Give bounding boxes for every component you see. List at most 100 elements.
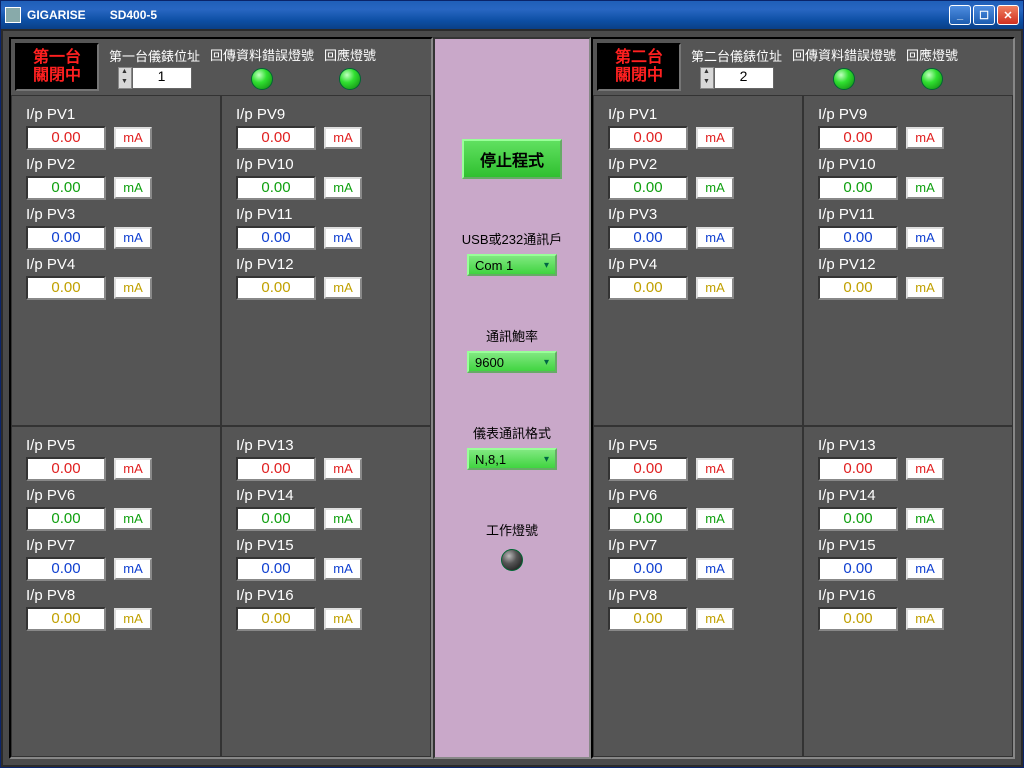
pv-label: I/p PV7: [608, 537, 788, 554]
pv-label: I/p PV5: [608, 437, 788, 454]
unit-header-1: 第一台 關閉中 第一台儀錶位址 ▲▼ 1 回傳資料錯誤燈號 回應燈號: [11, 39, 431, 95]
pv-value: 0.00: [236, 126, 316, 150]
pv-unit-button[interactable]: mA: [906, 508, 944, 530]
client-area: 第一台 關閉中 第一台儀錶位址 ▲▼ 1 回傳資料錯誤燈號 回應燈號: [1, 29, 1023, 767]
pv-unit-button[interactable]: mA: [696, 177, 734, 199]
pv-label: I/p PV2: [608, 156, 788, 173]
pv-label: I/p PV15: [818, 537, 998, 554]
pv-value: 0.00: [818, 457, 898, 481]
pv-unit-button[interactable]: mA: [696, 458, 734, 480]
pv-unit-button[interactable]: mA: [324, 558, 362, 580]
address-group-1: 第一台儀錶位址 ▲▼ 1: [109, 46, 200, 89]
pv-unit-button[interactable]: mA: [324, 508, 362, 530]
minimize-button[interactable]: _: [949, 5, 971, 25]
pv-unit-button[interactable]: mA: [114, 127, 152, 149]
pv-unit-button[interactable]: mA: [324, 227, 362, 249]
pv-value: 0.00: [818, 126, 898, 150]
pv-unit-button[interactable]: mA: [696, 558, 734, 580]
pv-item-15: I/p PV15 0.00 mA: [818, 537, 998, 581]
unit-panel-2: 第二台 關閉中 第二台儀錶位址 ▲▼ 2 回傳資料錯誤燈號 回應燈號: [591, 37, 1015, 759]
com-port-select[interactable]: Com 1: [467, 254, 557, 276]
pv-unit-button[interactable]: mA: [324, 608, 362, 630]
pv-value: 0.00: [608, 507, 688, 531]
pv-item-3: I/p PV30.00mA: [26, 206, 206, 250]
maximize-button[interactable]: ☐: [973, 5, 995, 25]
center-panel: 停止程式 USB或232通訊戶 Com 1 通訊鮑率 9600 儀表通訊格式 N…: [433, 37, 591, 759]
pv-unit-button[interactable]: mA: [906, 608, 944, 630]
pv-item-2: I/p PV2 0.00 mA: [608, 156, 788, 200]
pv-unit-button[interactable]: mA: [114, 558, 152, 580]
pv-label: I/p PV1: [26, 106, 206, 123]
pv-unit-button[interactable]: mA: [324, 458, 362, 480]
pv-label: I/p PV16: [818, 587, 998, 604]
pv-value: 0.00: [818, 557, 898, 581]
pv-unit-button[interactable]: mA: [696, 127, 734, 149]
pv-unit-button[interactable]: mA: [114, 608, 152, 630]
pv-label: I/p PV9: [236, 106, 416, 123]
stop-button[interactable]: 停止程式: [462, 139, 562, 179]
pv-unit-button[interactable]: mA: [114, 177, 152, 199]
app-icon: [5, 7, 21, 23]
pv-value: 0.00: [608, 226, 688, 250]
pv-value: 0.00: [26, 276, 106, 300]
pv-label: I/p PV4: [26, 256, 206, 273]
pv-value: 0.00: [236, 226, 316, 250]
pv-unit-button[interactable]: mA: [114, 508, 152, 530]
pv-label: I/p PV9: [818, 106, 998, 123]
pv-label: I/p PV7: [26, 537, 206, 554]
pv-label: I/p PV16: [236, 587, 416, 604]
pv-unit-button[interactable]: mA: [906, 277, 944, 299]
pv-unit-button[interactable]: mA: [696, 227, 734, 249]
pv-item-12: I/p PV120.00mA: [818, 256, 998, 300]
pv-value: 0.00: [608, 557, 688, 581]
pv-unit-button[interactable]: mA: [324, 127, 362, 149]
pv-unit-button[interactable]: mA: [114, 458, 152, 480]
pv-item-4: I/p PV4 0.00 mA: [26, 256, 206, 300]
pv-unit-button[interactable]: mA: [114, 277, 152, 299]
pv-item-5: I/p PV50.00mA: [608, 437, 788, 481]
pv-unit-button[interactable]: mA: [906, 458, 944, 480]
close-button[interactable]: ✕: [997, 5, 1019, 25]
pv-value: 0.00: [608, 126, 688, 150]
pv-item-9: I/p PV9 0.00 mA: [818, 106, 998, 150]
pv-quad: I/p PV50.00mAI/p PV60.00mAI/p PV70.00mAI…: [11, 426, 221, 757]
pv-label: I/p PV6: [26, 487, 206, 504]
pv-item-9: I/p PV9 0.00 mA: [236, 106, 416, 150]
response-led-icon: [339, 68, 361, 90]
unit-header-2: 第二台 關閉中 第二台儀錶位址 ▲▼ 2 回傳資料錯誤燈號 回應燈號: [593, 39, 1013, 95]
pv-unit-button[interactable]: mA: [906, 558, 944, 580]
pv-label: I/p PV6: [608, 487, 788, 504]
baud-select[interactable]: 9600: [467, 351, 557, 373]
baud-group: 通訊鮑率 9600: [467, 326, 557, 373]
pv-value: 0.00: [26, 557, 106, 581]
pv-unit-button[interactable]: mA: [906, 127, 944, 149]
pv-item-11: I/p PV110.00mA: [818, 206, 998, 250]
pv-item-6: I/p PV6 0.00 mA: [608, 487, 788, 531]
pv-item-11: I/p PV110.00mA: [236, 206, 416, 250]
pv-unit-button[interactable]: mA: [906, 227, 944, 249]
address-spinner[interactable]: ▲▼: [700, 67, 714, 89]
status-line2: 關閉中: [615, 67, 663, 85]
address-label: 第一台儀錶位址: [109, 46, 200, 65]
pv-unit-button[interactable]: mA: [324, 177, 362, 199]
pv-label: I/p PV2: [26, 156, 206, 173]
pv-label: I/p PV4: [608, 256, 788, 273]
error-led-label: 回傳資料錯誤燈號: [210, 45, 314, 64]
pv-label: I/p PV13: [236, 437, 416, 454]
address-input-1[interactable]: 1: [132, 67, 192, 89]
pv-unit-button[interactable]: mA: [696, 608, 734, 630]
pv-unit-button[interactable]: mA: [906, 177, 944, 199]
pv-value: 0.00: [608, 176, 688, 200]
address-input-2[interactable]: 2: [714, 67, 774, 89]
pv-unit-button[interactable]: mA: [696, 508, 734, 530]
error-led-label: 回傳資料錯誤燈號: [792, 45, 896, 64]
error-led-group-1: 回傳資料錯誤燈號: [210, 45, 314, 90]
work-led-group: 工作燈號: [486, 520, 538, 571]
pv-unit-button[interactable]: mA: [324, 277, 362, 299]
pv-label: I/p PV1: [608, 106, 788, 123]
pv-unit-button[interactable]: mA: [696, 277, 734, 299]
pv-unit-button[interactable]: mA: [114, 227, 152, 249]
pv-value: 0.00: [818, 226, 898, 250]
format-select[interactable]: N,8,1: [467, 448, 557, 470]
address-spinner[interactable]: ▲▼: [118, 67, 132, 89]
